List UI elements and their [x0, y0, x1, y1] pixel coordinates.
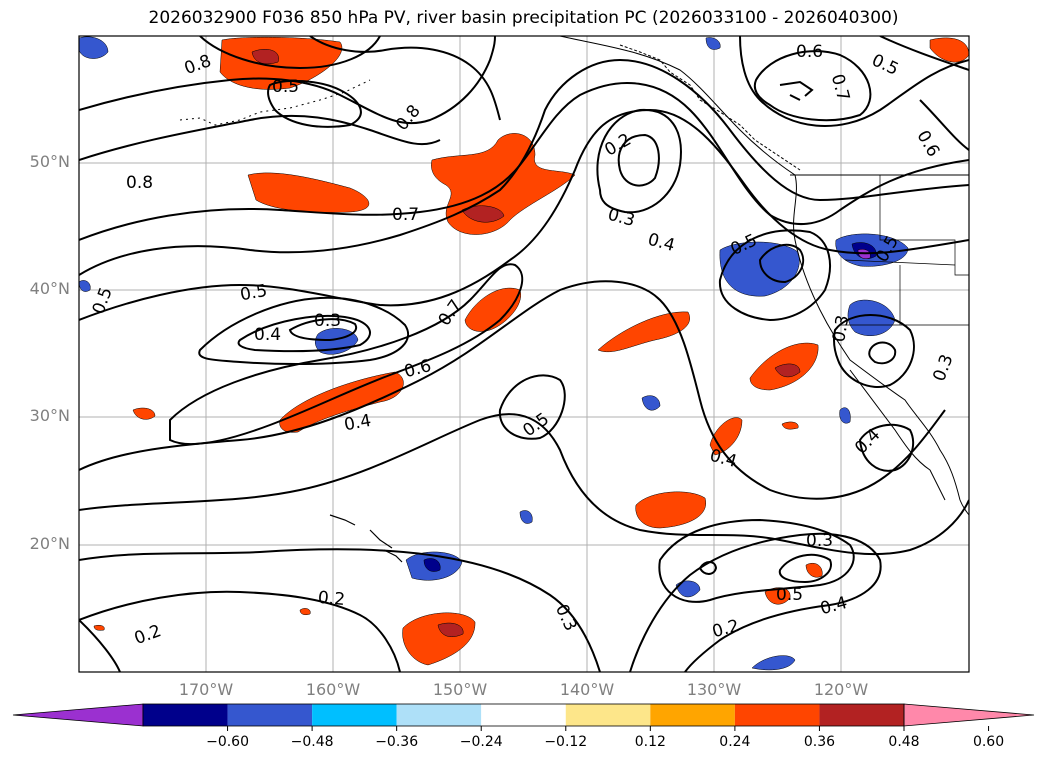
precip-blob: [251, 49, 279, 65]
lon-label-170w: 170°W: [178, 680, 234, 699]
pv-contour: [288, 318, 358, 342]
precip-blob: [464, 288, 522, 332]
precip-blob: [635, 491, 707, 529]
pv-contour: [79, 619, 121, 672]
precip-negative-areas: [79, 36, 909, 671]
precip-blob: [461, 205, 505, 223]
state-borders: [840, 175, 969, 326]
lon-label-160w: 160°W: [305, 680, 361, 699]
precip-blob: [519, 510, 533, 524]
pv-contour: [79, 280, 946, 500]
precip-blob: [705, 37, 721, 50]
lat-label-40n: 40°N: [29, 279, 70, 298]
pv-contour: [778, 553, 832, 584]
pv-contour: [79, 82, 969, 241]
precip-blob: [247, 172, 370, 213]
precip-blob: [774, 363, 801, 378]
colorbar-tick-label: 0.24: [719, 734, 751, 750]
pv-contour: [779, 80, 814, 101]
precip-blob: [597, 311, 690, 353]
pv-contour: [79, 548, 601, 672]
precip-blob: [751, 655, 796, 671]
baja-california: [849, 369, 946, 501]
precip-blob: [79, 280, 91, 292]
lat-label-30n: 30°N: [29, 406, 70, 425]
pv-contour: [79, 108, 969, 321]
pv-contour: [237, 315, 372, 353]
pv-contour: [596, 108, 682, 214]
map-frame: [78, 35, 970, 673]
contour-label: 0.2: [317, 588, 346, 610]
pv-contour: [833, 314, 915, 388]
north-america-coast: [559, 36, 969, 516]
colorbar-tick-label: −0.36: [375, 734, 419, 750]
colorbar-tick-label: −0.24: [459, 734, 503, 750]
lon-label-140w: 140°W: [559, 680, 615, 699]
contour-label: 0.5: [272, 77, 299, 97]
contour-label: 0.8: [126, 173, 153, 193]
precip-blob: [279, 371, 404, 433]
contour-label: 0.3: [829, 314, 853, 344]
pv-contour: [718, 229, 831, 322]
pv-contour: [309, 36, 501, 121]
precip-blob: [839, 407, 851, 424]
pv-contour: [198, 296, 410, 366]
colorbar-tick-label: 0.12: [634, 734, 666, 750]
lon-label-120w: 120°W: [813, 680, 869, 699]
lon-label-130w: 130°W: [686, 680, 742, 699]
contour-label: 0.5: [239, 281, 269, 305]
lat-label-50n: 50°N: [29, 152, 70, 171]
contour-label: 0.4: [254, 325, 281, 345]
pv-contour: [758, 243, 805, 284]
contour-label: 0.7: [392, 205, 419, 225]
contour-label: 0.3: [314, 311, 341, 331]
pv-contour: [658, 518, 855, 603]
pv-contour: [739, 36, 969, 127]
map-title: 2026032900 F036 850 hPa PV, river basin …: [148, 8, 899, 28]
colorbar-tick-label: −0.12: [544, 734, 588, 750]
pv-contour: [629, 532, 882, 672]
precip-blob: [423, 558, 441, 572]
contour-label: 0.5: [776, 585, 803, 605]
precip-blob: [805, 562, 823, 578]
colorbar-tick-label: 0.48: [888, 734, 920, 750]
pv-contour: [868, 341, 897, 365]
contour-label: 0.6: [796, 42, 823, 62]
pv-contour: [879, 36, 969, 71]
pv-contour: [79, 413, 969, 556]
pv-contour: [169, 263, 524, 446]
contour-label: 0.3: [806, 531, 833, 551]
precip-blob: [93, 624, 105, 631]
lat-label-20n: 20°N: [29, 534, 70, 553]
lon-label-150w: 150°W: [432, 680, 488, 699]
precip-blob: [79, 36, 109, 59]
precip-blob: [764, 587, 791, 605]
pv-contour: [858, 423, 915, 472]
pv-contour: [79, 590, 401, 672]
pv-contour: [698, 561, 718, 575]
colorbar-tick-label: 0.36: [803, 734, 836, 750]
colorbar-tick-label: −0.60: [206, 734, 249, 750]
pv-contour: [617, 133, 660, 187]
pv-contour: [79, 114, 441, 161]
pv-contour: [79, 58, 969, 276]
precip-blob: [299, 608, 311, 616]
aleutian-islands: [179, 79, 371, 126]
precip-blob: [132, 407, 156, 420]
pv-contours: [79, 36, 969, 672]
pv-contour: [919, 99, 969, 151]
colorbar-tick-label: −0.48: [290, 734, 334, 750]
precip-blob: [437, 622, 464, 637]
pv-contour: [753, 50, 872, 122]
contour-label: 0.4: [343, 411, 373, 435]
precip-blob: [781, 421, 799, 430]
pv-contour: [266, 79, 362, 128]
colorbar-tick-label: 0.60: [972, 734, 1005, 750]
pv-contour: [79, 36, 496, 125]
pv-contour: [498, 374, 566, 440]
precip-blob: [641, 395, 661, 411]
precip-blob: [219, 36, 343, 90]
hawaii-islands: [329, 514, 403, 563]
